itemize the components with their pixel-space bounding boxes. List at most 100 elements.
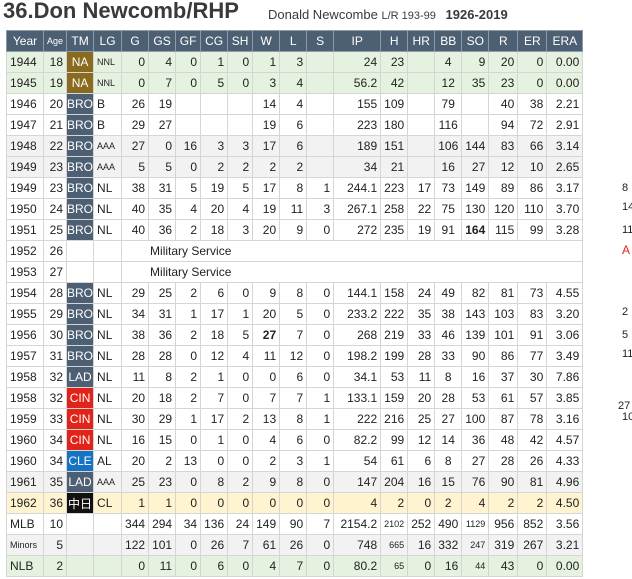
team-badge[interactable]: LAD bbox=[66, 471, 95, 493]
cell-era: 3.70 bbox=[546, 198, 584, 220]
cell-era: 3.85 bbox=[546, 387, 584, 409]
col-header-year[interactable]: Year bbox=[6, 30, 44, 52]
team-badge[interactable]: BRO bbox=[66, 303, 95, 325]
bats-throws: L/R 193-99 bbox=[381, 10, 436, 22]
cell-gf: 0 bbox=[175, 492, 202, 514]
cell-s: 0 bbox=[306, 303, 335, 325]
team-badge[interactable]: BRO bbox=[66, 156, 95, 178]
team-badge[interactable]: LAD bbox=[66, 366, 95, 388]
team-badge[interactable]: BRO bbox=[66, 345, 95, 367]
cell-s bbox=[306, 93, 335, 115]
cell-gf: 0 bbox=[175, 471, 202, 493]
cell-gf: 5 bbox=[175, 177, 202, 199]
cell-year: 1944 bbox=[6, 51, 44, 73]
cell-r: 83 bbox=[488, 135, 519, 157]
cell-h: 219 bbox=[380, 324, 409, 346]
cell-era: 3.28 bbox=[546, 219, 584, 241]
cell-cg: 18 bbox=[200, 324, 229, 346]
col-header-cg[interactable]: CG bbox=[200, 30, 229, 52]
col-header-hr[interactable]: HR bbox=[407, 30, 436, 52]
award-note: 2 bbox=[622, 306, 629, 318]
team-badge[interactable]: NA bbox=[66, 72, 95, 94]
cell-gf: 13 bbox=[175, 450, 202, 472]
cell-g: 28 bbox=[121, 345, 150, 367]
cell-so: 143 bbox=[461, 303, 490, 325]
cell-lg: NL bbox=[93, 324, 123, 346]
col-header-l[interactable]: L bbox=[279, 30, 308, 52]
totals-cell-sh: 24 bbox=[227, 513, 254, 535]
col-header-gs[interactable]: GS bbox=[148, 30, 177, 52]
table-row: 1949 23 BRO NL 38 31 5 19 5 17 8 1 244.1 223 17 73 149 89… bbox=[6, 177, 584, 199]
cell-gf: 4 bbox=[175, 198, 202, 220]
cell-gf: 0 bbox=[175, 51, 202, 73]
team-badge[interactable]: NA bbox=[66, 51, 95, 73]
cell-h: 21 bbox=[380, 156, 409, 178]
cell-w: 19 bbox=[252, 198, 281, 220]
empty-cell bbox=[93, 534, 123, 556]
totals-cell-bb: 16 bbox=[434, 555, 463, 577]
cell-er: 2 bbox=[517, 492, 548, 514]
col-header-s[interactable]: S bbox=[306, 30, 335, 52]
cell-s: 0 bbox=[306, 492, 335, 514]
col-header-gf[interactable]: GF bbox=[175, 30, 202, 52]
totals-cell-cg: 26 bbox=[200, 534, 229, 556]
team-badge[interactable]: BRO bbox=[66, 282, 95, 304]
cell-l: 6 bbox=[279, 429, 308, 451]
col-header-er[interactable]: ER bbox=[517, 30, 548, 52]
col-header-age[interactable]: Age bbox=[42, 30, 68, 52]
team-badge[interactable]: CIN bbox=[66, 408, 95, 430]
cell-s: 0 bbox=[306, 345, 335, 367]
cell-g: 16 bbox=[121, 429, 150, 451]
team-badge[interactable]: CIN bbox=[66, 387, 95, 409]
cell-gs: 4 bbox=[148, 51, 177, 73]
table-row: 1953 27 Military Service bbox=[6, 261, 584, 283]
cell-bb: 49 bbox=[434, 282, 463, 304]
cell-r: 94 bbox=[488, 114, 519, 136]
team-badge[interactable]: CLE bbox=[66, 450, 95, 472]
cell-lg: AL bbox=[93, 450, 123, 472]
cell-hr: 0 bbox=[407, 492, 436, 514]
col-header-lg[interactable]: LG bbox=[93, 30, 123, 52]
player-full-name: Donald Newcombe bbox=[268, 7, 378, 22]
col-header-h[interactable]: H bbox=[380, 30, 409, 52]
cell-r: 40 bbox=[488, 93, 519, 115]
cell-sh: 4 bbox=[227, 345, 254, 367]
team-badge[interactable]: BRO bbox=[66, 324, 95, 346]
team-badge[interactable]: BRO bbox=[66, 93, 95, 115]
cell-lg: B bbox=[93, 93, 123, 115]
cell-er: 78 bbox=[517, 408, 548, 430]
cell-era: 4.33 bbox=[546, 450, 584, 472]
cell-er: 10 bbox=[517, 156, 548, 178]
col-header-ip[interactable]: IP bbox=[333, 30, 382, 52]
col-header-sh[interactable]: SH bbox=[227, 30, 254, 52]
cell-l: 6 bbox=[279, 135, 308, 157]
team-badge[interactable]: BRO bbox=[66, 114, 95, 136]
cell-cg: 17 bbox=[200, 408, 229, 430]
col-header-w[interactable]: W bbox=[252, 30, 281, 52]
col-header-tm[interactable]: TM bbox=[66, 30, 95, 52]
cell-year: 1950 bbox=[6, 198, 44, 220]
cell-cg: 2 bbox=[200, 156, 229, 178]
cell-s: 0 bbox=[306, 282, 335, 304]
team-badge[interactable]: BRO bbox=[66, 135, 95, 157]
team-badge[interactable]: 中日 bbox=[66, 492, 95, 514]
team-badge[interactable]: BRO bbox=[66, 177, 95, 199]
col-header-r[interactable]: R bbox=[488, 30, 519, 52]
cell-lg: AAA bbox=[93, 471, 123, 493]
col-header-era[interactable]: ERA bbox=[546, 30, 584, 52]
cell-h: 199 bbox=[380, 345, 409, 367]
team-badge[interactable]: BRO bbox=[66, 219, 95, 241]
cell-lg: NL bbox=[93, 303, 123, 325]
team-badge[interactable]: CIN bbox=[66, 429, 95, 451]
team-badge[interactable]: BRO bbox=[66, 198, 95, 220]
cell-hr bbox=[407, 51, 436, 73]
col-header-g[interactable]: G bbox=[121, 30, 150, 52]
totals-cell-gs: 11 bbox=[148, 555, 177, 577]
col-header-bb[interactable]: BB bbox=[434, 30, 463, 52]
cell-era: 3.20 bbox=[546, 303, 584, 325]
empty-cell bbox=[66, 555, 95, 577]
cell-er: 83 bbox=[517, 303, 548, 325]
cell-gf: 2 bbox=[175, 282, 202, 304]
cell-era: 4.57 bbox=[546, 429, 584, 451]
col-header-so[interactable]: SO bbox=[461, 30, 490, 52]
